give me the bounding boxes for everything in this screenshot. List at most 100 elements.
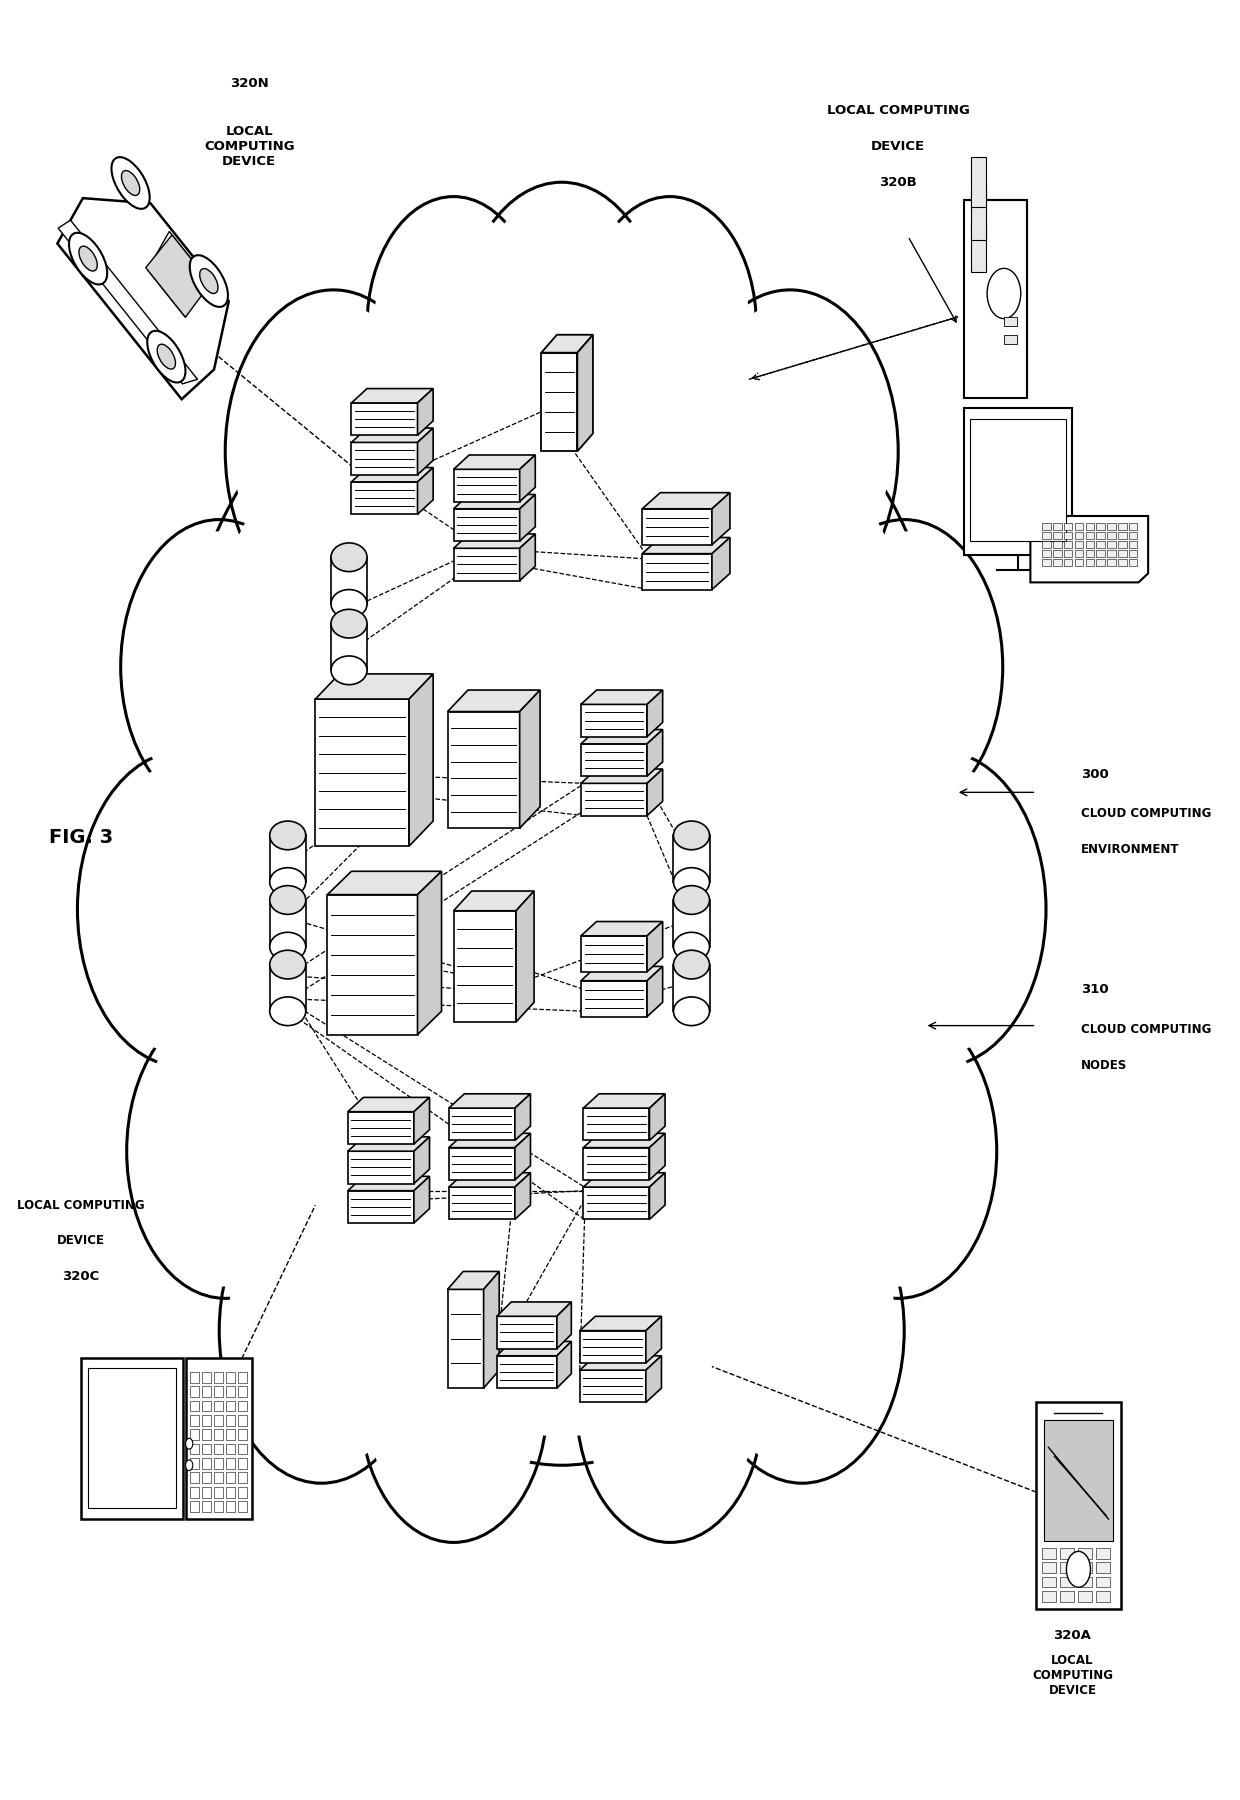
Circle shape <box>321 747 802 1465</box>
Polygon shape <box>351 403 418 436</box>
Polygon shape <box>227 1487 234 1498</box>
Polygon shape <box>238 1472 247 1483</box>
Polygon shape <box>971 221 986 272</box>
Polygon shape <box>647 922 662 972</box>
Polygon shape <box>642 554 712 590</box>
Polygon shape <box>227 1400 234 1411</box>
Polygon shape <box>582 922 662 936</box>
Polygon shape <box>351 468 433 482</box>
Polygon shape <box>347 1112 414 1145</box>
Text: FIG. 3: FIG. 3 <box>48 828 113 846</box>
Polygon shape <box>327 871 441 895</box>
Ellipse shape <box>270 950 306 979</box>
Polygon shape <box>347 1138 429 1152</box>
Polygon shape <box>1107 533 1116 540</box>
Text: LOCAL
COMPUTING
DEVICE: LOCAL COMPUTING DEVICE <box>203 124 295 167</box>
Text: 320N: 320N <box>229 77 269 90</box>
Polygon shape <box>227 1458 234 1469</box>
Polygon shape <box>712 538 730 590</box>
Polygon shape <box>580 1370 646 1402</box>
Polygon shape <box>227 1501 234 1512</box>
Polygon shape <box>191 1501 198 1512</box>
Text: CLOUD COMPUTING: CLOUD COMPUTING <box>1081 808 1211 821</box>
Text: LOCAL
COMPUTING
DEVICE: LOCAL COMPUTING DEVICE <box>1032 1654 1114 1697</box>
Polygon shape <box>1086 560 1094 567</box>
Polygon shape <box>215 1472 223 1483</box>
Text: NODES: NODES <box>1081 1058 1127 1071</box>
Circle shape <box>360 1262 547 1543</box>
Polygon shape <box>454 495 536 509</box>
Polygon shape <box>215 1444 223 1454</box>
Polygon shape <box>1086 533 1094 540</box>
Polygon shape <box>1096 1591 1110 1602</box>
Polygon shape <box>58 220 197 383</box>
Polygon shape <box>418 428 433 475</box>
Polygon shape <box>449 1109 515 1141</box>
Circle shape <box>226 290 441 612</box>
Polygon shape <box>1064 542 1073 549</box>
Polygon shape <box>516 891 534 1022</box>
Polygon shape <box>351 428 433 443</box>
Circle shape <box>243 666 641 1260</box>
Polygon shape <box>650 1134 665 1181</box>
Polygon shape <box>642 538 730 554</box>
Circle shape <box>135 1015 316 1287</box>
Ellipse shape <box>270 932 306 961</box>
Polygon shape <box>1079 1577 1091 1588</box>
Polygon shape <box>347 1177 429 1192</box>
Polygon shape <box>331 623 367 670</box>
Ellipse shape <box>270 886 306 914</box>
Circle shape <box>341 776 782 1436</box>
Polygon shape <box>191 1415 198 1426</box>
Ellipse shape <box>331 590 367 617</box>
Circle shape <box>843 763 1038 1055</box>
Polygon shape <box>191 1400 198 1411</box>
Circle shape <box>577 1262 764 1543</box>
Polygon shape <box>315 698 409 846</box>
Polygon shape <box>578 335 593 452</box>
Polygon shape <box>1079 1562 1091 1573</box>
Polygon shape <box>557 1341 572 1388</box>
Ellipse shape <box>270 821 306 850</box>
Text: 320B: 320B <box>879 176 918 189</box>
Polygon shape <box>1004 335 1017 344</box>
Circle shape <box>367 1274 539 1532</box>
Polygon shape <box>1043 533 1050 540</box>
Circle shape <box>262 425 862 1321</box>
Polygon shape <box>965 200 1027 398</box>
Polygon shape <box>520 495 536 542</box>
Polygon shape <box>1075 533 1084 540</box>
Polygon shape <box>1064 524 1073 531</box>
Polygon shape <box>971 157 986 207</box>
Polygon shape <box>673 835 709 882</box>
Polygon shape <box>238 1372 247 1382</box>
Polygon shape <box>1118 542 1126 549</box>
Polygon shape <box>1053 524 1061 531</box>
Circle shape <box>835 751 1047 1067</box>
Polygon shape <box>449 1134 531 1148</box>
Polygon shape <box>81 1357 184 1519</box>
Polygon shape <box>1075 560 1084 567</box>
Ellipse shape <box>673 997 709 1026</box>
Polygon shape <box>520 689 541 828</box>
Polygon shape <box>582 783 647 815</box>
Polygon shape <box>270 900 306 947</box>
Circle shape <box>467 194 656 475</box>
Polygon shape <box>1128 551 1137 558</box>
Polygon shape <box>327 895 418 1035</box>
Ellipse shape <box>270 868 306 896</box>
Circle shape <box>583 196 756 455</box>
Polygon shape <box>1004 317 1017 326</box>
Polygon shape <box>582 936 647 972</box>
Polygon shape <box>191 1372 198 1382</box>
Polygon shape <box>1107 542 1116 549</box>
Ellipse shape <box>157 344 176 369</box>
Ellipse shape <box>122 171 140 196</box>
Circle shape <box>126 1004 324 1298</box>
Circle shape <box>367 196 541 455</box>
Polygon shape <box>1128 533 1137 540</box>
Polygon shape <box>1096 542 1105 549</box>
Polygon shape <box>1075 524 1084 531</box>
Polygon shape <box>583 1094 665 1109</box>
Polygon shape <box>146 236 211 317</box>
